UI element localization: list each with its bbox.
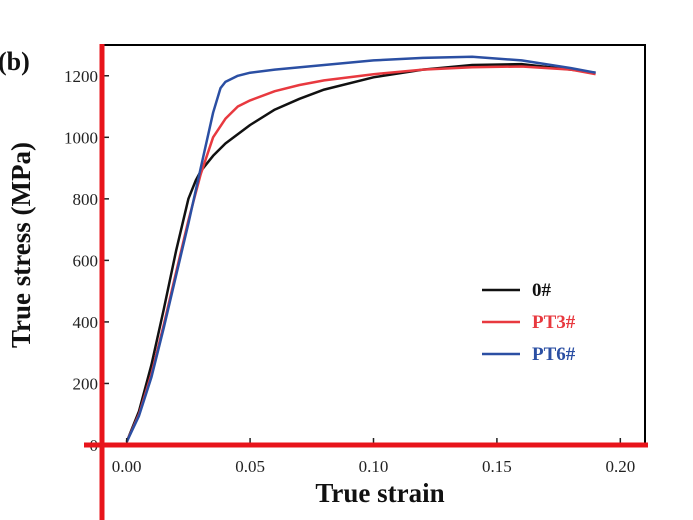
y-tick-label: 800 <box>73 190 99 209</box>
series-layer <box>125 55 596 443</box>
y-tick-label: 600 <box>73 251 99 270</box>
legend-label-0: 0# <box>532 280 552 301</box>
x-tick-label: 0.20 <box>605 457 635 476</box>
y-tick-label: 1200 <box>64 67 98 86</box>
y-axis-ticks: 020040060080010001200 <box>64 67 109 455</box>
x-axis-title: True strain <box>315 478 444 508</box>
x-tick-label: 0.00 <box>112 457 142 476</box>
x-tick-label: 0.05 <box>235 457 265 476</box>
y-tick-label: 400 <box>73 313 99 332</box>
series-line-2 <box>125 55 596 443</box>
x-axis-ticks: 0.00 0.05 0.10 0.15 0.20 <box>112 438 635 476</box>
y-tick-label: 1000 <box>64 128 98 147</box>
x-tick-label: 0.15 <box>482 457 512 476</box>
panel-label: (b) <box>0 47 30 76</box>
y-tick-label: 200 <box>73 374 99 393</box>
series-line-0 <box>125 62 596 443</box>
series-line-1 <box>125 65 596 443</box>
legend: 0# PT3# PT6# <box>482 280 576 365</box>
y-axis-title: True stress (MPa) <box>6 142 36 348</box>
x-tick-label: 0.10 <box>359 457 389 476</box>
legend-label-1: PT3# <box>532 312 576 333</box>
legend-label-2: PT6# <box>532 344 576 365</box>
